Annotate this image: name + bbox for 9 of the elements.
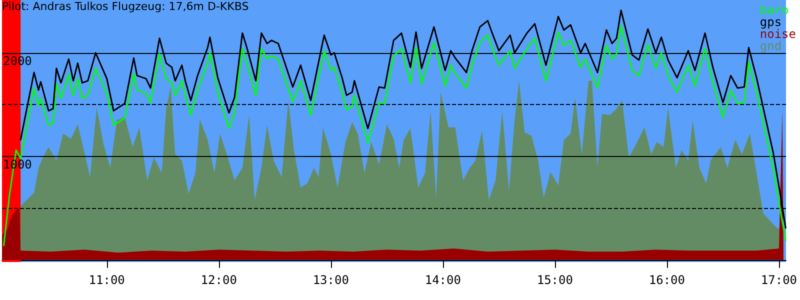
x-tick-label: 16:00 xyxy=(648,273,685,287)
x-tick-label: 14:00 xyxy=(424,273,461,287)
x-tick-label: 17:00 xyxy=(760,273,798,287)
x-tick-label: 11:00 xyxy=(88,273,125,287)
x-tick-label: 13:00 xyxy=(312,273,349,287)
text: gnd xyxy=(760,39,782,53)
series-label: gps xyxy=(760,15,782,29)
x-tick-label: 15:00 xyxy=(536,273,573,287)
x-tick-label: 12:00 xyxy=(200,273,237,287)
